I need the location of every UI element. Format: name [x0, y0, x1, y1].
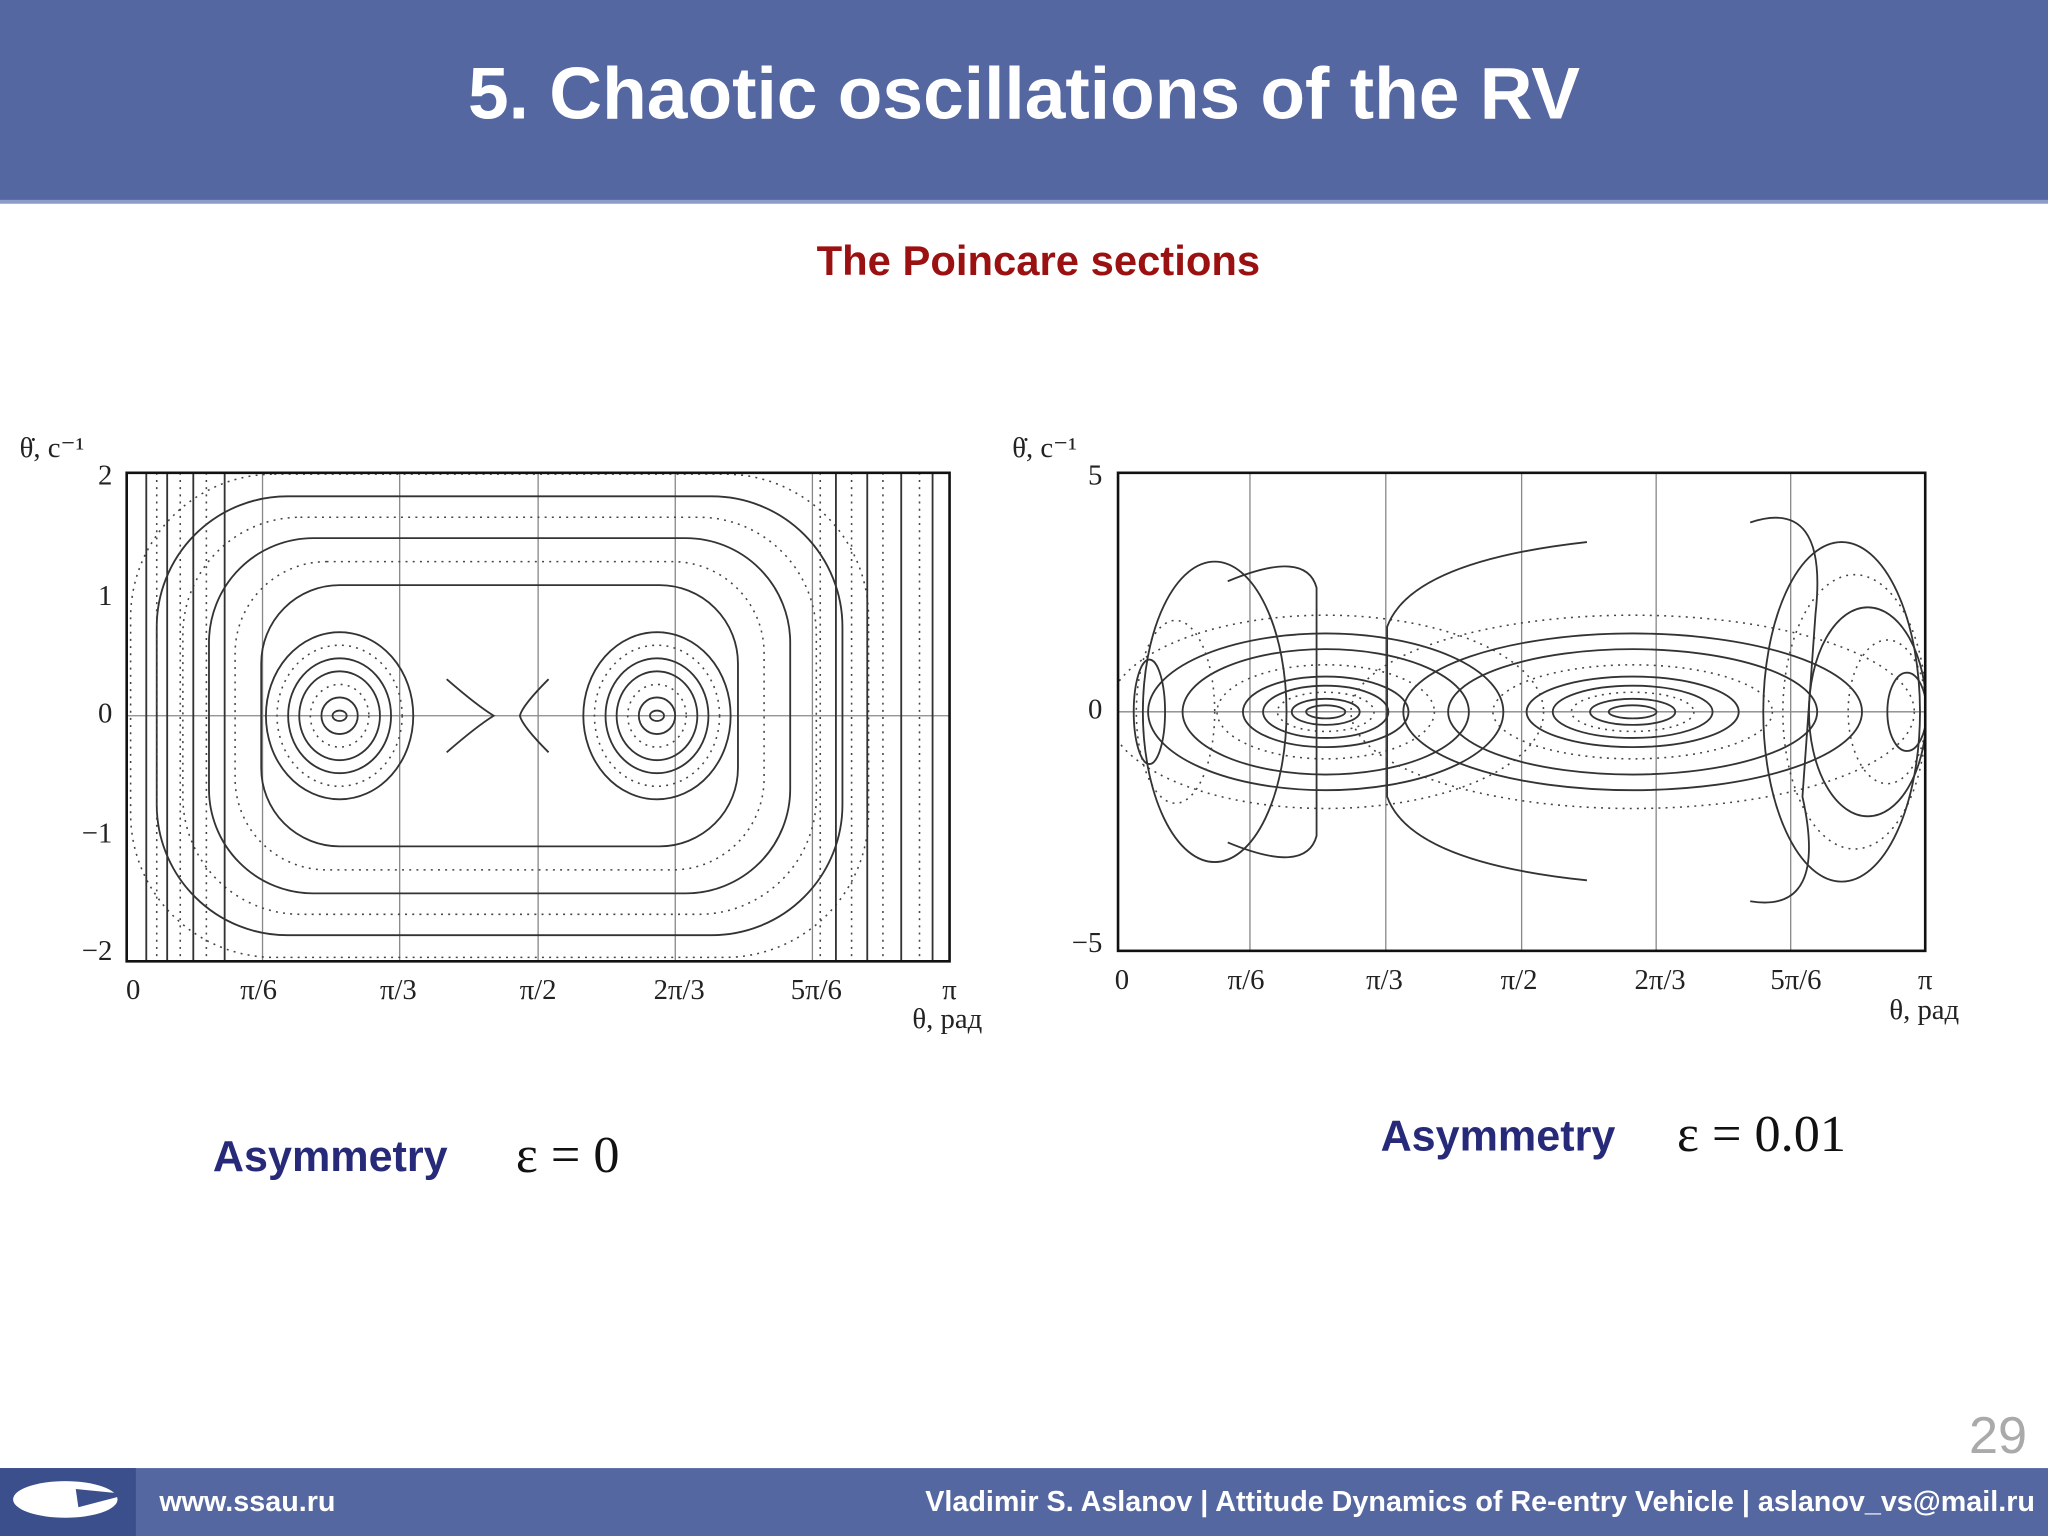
orbit [604, 657, 710, 775]
plot-frame [1116, 471, 1927, 953]
x-tick-label: π/3 [380, 974, 417, 1006]
x-axis-label: θ, рад [1889, 994, 1959, 1026]
orbit [1227, 565, 1318, 859]
orbit [1290, 697, 1361, 726]
y-axis-label: θ̇, c⁻¹ [20, 432, 85, 464]
footer-logo-mark [75, 1488, 128, 1508]
orbit [234, 560, 765, 871]
orbit [309, 683, 370, 748]
orbit [320, 696, 359, 735]
orbit [1570, 691, 1695, 733]
x-tick-label: 5π/6 [791, 974, 842, 1006]
orbit [1135, 619, 1216, 805]
footer-logo [13, 1481, 118, 1518]
orbit [287, 657, 392, 775]
caption-formula: ε = 0 [516, 1126, 620, 1184]
orbit [1181, 648, 1470, 776]
figure-left: θ̇, c⁻¹ 2 1 0 −1 −2 0 π/6 π/3 π/2 2π/3 5… [20, 432, 983, 1184]
orbit [649, 709, 665, 722]
y-tick-label: 5 [1088, 460, 1102, 492]
figure-right: θ̇, c⁻¹ 5 0 −5 0 π/6 π/3 π/2 2π/3 5π/6 π… [1012, 432, 1959, 1163]
caption-label: Asymmetry [1381, 1112, 1616, 1160]
orbit [626, 683, 688, 748]
orbit [1551, 684, 1714, 739]
orbit [1262, 684, 1390, 739]
footer-url: www.ssau.ru [158, 1486, 335, 1518]
slide-title: 5. Chaotic oscillations of the RV [468, 54, 1580, 135]
orbit [260, 584, 739, 848]
orbit [1749, 516, 1819, 904]
y-tick-label: 0 [98, 697, 112, 729]
orbit [1118, 614, 1545, 810]
y-tick-label: −2 [82, 935, 113, 967]
header-rule [0, 199, 2048, 204]
orbit [615, 670, 699, 762]
orbit [1808, 606, 1926, 818]
orbit [276, 644, 403, 788]
orbit [593, 644, 721, 788]
orbit [1847, 639, 1926, 785]
caption-label: Asymmetry [213, 1133, 448, 1181]
orbit [637, 696, 677, 735]
orbit [129, 473, 870, 959]
orbit [582, 631, 732, 801]
x-tick-label: π/3 [1366, 964, 1403, 996]
orbit [1276, 691, 1375, 733]
orbit [1141, 560, 1288, 863]
orbit [182, 516, 818, 916]
x-tick-label: π/6 [1228, 964, 1265, 996]
orbit [208, 537, 792, 895]
orbit [265, 631, 415, 801]
footer-band [0, 1468, 2048, 1536]
orbit [1886, 671, 1926, 752]
subtitle: The Poincare sections [817, 237, 1260, 284]
x-tick-label: 2π/3 [1634, 964, 1685, 996]
orbit [331, 709, 348, 722]
orbit [1492, 664, 1774, 760]
x-tick-label: π/2 [1501, 964, 1538, 996]
x-tick-label: π/6 [240, 974, 277, 1006]
y-tick-label: 0 [1088, 693, 1102, 725]
header-band [0, 0, 2048, 203]
x-tick-label: π/2 [520, 974, 557, 1006]
orbit [298, 670, 381, 762]
orbit [1386, 541, 1588, 882]
orbit [1350, 614, 1916, 810]
orbit [1241, 675, 1410, 749]
y-tick-label: −1 [82, 818, 113, 850]
orbit [1782, 573, 1926, 850]
y-tick-label: 1 [98, 580, 112, 612]
plot-frame [125, 471, 951, 963]
y-tick-label: 2 [98, 460, 112, 492]
orbit [1447, 648, 1819, 776]
poincare-curves [1118, 472, 1926, 951]
x-tick-label: 2π/3 [654, 974, 705, 1006]
separatrix [446, 678, 550, 754]
orbit [1762, 541, 1921, 883]
x-axis-label: θ, рад [912, 1003, 982, 1035]
caption-formula: ε = 0.01 [1677, 1105, 1846, 1163]
page-number: 29 [1969, 1407, 2027, 1465]
y-tick-label: −5 [1072, 927, 1103, 959]
orbit [155, 495, 844, 937]
y-axis-label: θ̇, c⁻¹ [1012, 432, 1077, 464]
orbit [1525, 675, 1740, 749]
orbit [1305, 704, 1347, 720]
orbit [1607, 704, 1658, 720]
poincare-curves [126, 472, 950, 962]
x-tick-label: 0 [126, 974, 140, 1006]
x-tick-label: 0 [1115, 964, 1129, 996]
orbit [1132, 658, 1166, 765]
orbit [1589, 697, 1677, 726]
x-tick-label: π [942, 974, 957, 1006]
x-tick-label: π [1918, 964, 1933, 996]
x-tick-label: 5π/6 [1770, 964, 1821, 996]
orbit [1216, 664, 1436, 760]
orbit [1402, 632, 1863, 792]
footer-credits: Vladimir S. Aslanov | Attitude Dynamics … [925, 1486, 2035, 1518]
orbit [1147, 632, 1505, 792]
